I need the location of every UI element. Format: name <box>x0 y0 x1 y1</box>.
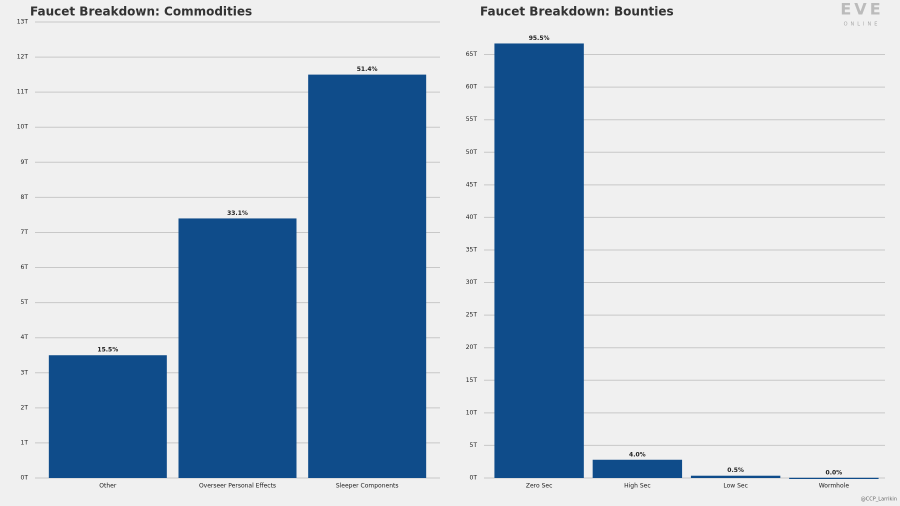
x-tick-label: Overseer Personal Effects <box>199 483 276 490</box>
bar <box>48 355 167 478</box>
y-tick-label: 15T <box>466 377 478 384</box>
bar <box>494 43 584 478</box>
y-tick-label: 12T <box>17 54 29 61</box>
y-tick-label: 7T <box>21 229 29 236</box>
data-label: 95.5% <box>529 35 550 42</box>
logo-subtitle: ONLINE <box>844 22 881 28</box>
y-tick-label: 65T <box>466 51 478 58</box>
y-tick-label: 2T <box>21 404 29 411</box>
logo-title: EVE <box>840 0 883 19</box>
x-tick-label: Sleeper Components <box>336 483 399 490</box>
y-tick-label: 0T <box>21 475 29 482</box>
y-tick-label: 8T <box>21 194 29 201</box>
y-tick-label: 11T <box>17 89 29 96</box>
bar <box>178 218 297 478</box>
data-label: 0.0% <box>826 469 843 476</box>
y-tick-label: 10T <box>466 409 478 416</box>
y-tick-label: 40T <box>466 214 478 221</box>
bar <box>789 477 879 480</box>
credit: @CCP_Larrikin <box>861 497 897 503</box>
y-tick-label: 55T <box>466 116 478 123</box>
data-label: 15.5% <box>97 347 118 354</box>
y-tick-label: 60T <box>466 84 478 91</box>
bar <box>690 475 781 478</box>
y-tick-label: 25T <box>466 312 478 319</box>
y-tick-label: 9T <box>21 159 29 166</box>
data-label: 51.4% <box>357 66 378 73</box>
y-tick-label: 10T <box>17 124 29 131</box>
y-tick-label: 3T <box>21 369 29 376</box>
x-tick-label: Low Sec <box>723 483 748 490</box>
y-tick-label: 50T <box>466 149 478 156</box>
y-tick-label: 6T <box>21 264 29 271</box>
bar <box>592 459 683 478</box>
y-tick-label: 13T <box>17 19 29 26</box>
x-tick-label: Other <box>99 483 117 490</box>
chart-title: Faucet Breakdown: Bounties <box>480 5 674 19</box>
y-tick-label: 4T <box>21 334 29 341</box>
y-tick-label: 0T <box>470 475 478 482</box>
data-label: 4.0% <box>629 451 646 458</box>
y-tick-label: 5T <box>21 299 29 306</box>
x-tick-label: High Sec <box>624 483 651 490</box>
x-tick-label: Wormhole <box>819 483 850 490</box>
chart-title: Faucet Breakdown: Commodities <box>30 5 252 19</box>
data-label: 33.1% <box>227 210 248 217</box>
bar <box>308 74 427 478</box>
y-tick-label: 5T <box>470 442 478 449</box>
x-tick-label: Zero Sec <box>526 483 553 490</box>
y-tick-label: 1T <box>21 439 29 446</box>
y-tick-label: 45T <box>466 181 478 188</box>
y-tick-label: 20T <box>466 344 478 351</box>
y-tick-label: 35T <box>466 246 478 253</box>
y-tick-label: 30T <box>466 279 478 286</box>
data-label: 0.5% <box>727 467 744 474</box>
